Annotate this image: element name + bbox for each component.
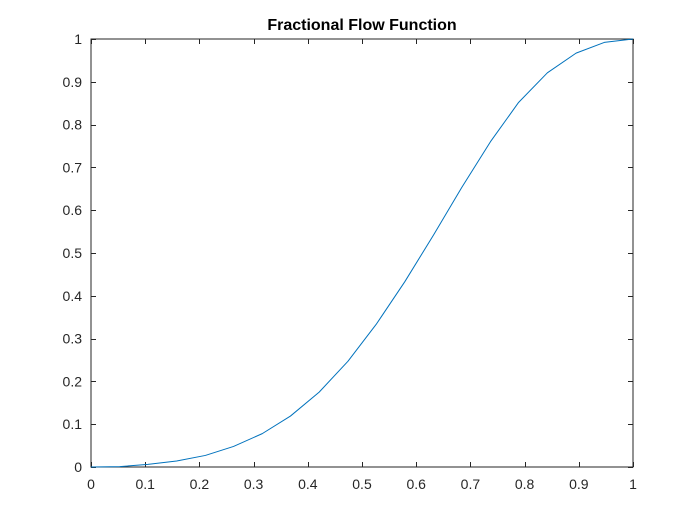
chart-title: Fractional Flow Function xyxy=(267,17,456,34)
x-axis: 0 0.1 0.2 0.3 0.4 0.5 0.6 0.7 0.8 0.9 1 xyxy=(87,39,637,492)
y-tick-label: 0.2 xyxy=(63,373,83,389)
x-tick-label: 0.7 xyxy=(461,476,481,492)
y-tick-label: 0.9 xyxy=(63,74,83,90)
x-tick-label: 1 xyxy=(629,476,637,492)
x-tick-label: 0.1 xyxy=(135,476,155,492)
x-tick-label: 0.9 xyxy=(569,476,589,492)
series-line xyxy=(90,38,634,468)
x-tick-label: 0.6 xyxy=(406,476,426,492)
plot-area xyxy=(90,38,634,468)
y-tick-label: 0.5 xyxy=(63,245,83,261)
y-axis: 0 0.1 0.2 0.3 0.4 0.5 0.6 0.7 0.8 0.9 1 xyxy=(63,31,633,475)
y-tick-label: 0.8 xyxy=(63,117,83,133)
x-tick-label: 0.8 xyxy=(515,476,535,492)
x-tick-label: 0.4 xyxy=(298,476,318,492)
y-tick-label: 0.7 xyxy=(63,159,83,175)
y-tick-label: 0 xyxy=(74,459,82,475)
y-tick-label: 0.3 xyxy=(63,331,83,347)
plot-box xyxy=(90,38,634,468)
series-group xyxy=(90,38,634,468)
y-tick-label: 0.6 xyxy=(63,202,83,218)
y-tick-label: 1 xyxy=(74,31,82,47)
x-tick-label: 0.3 xyxy=(244,476,264,492)
y-tick-label: 0.4 xyxy=(63,288,83,304)
y-tick-label: 0.1 xyxy=(63,416,83,432)
x-tick-label: 0.5 xyxy=(352,476,372,492)
x-tick-label: 0.2 xyxy=(190,476,210,492)
x-tick-label: 0 xyxy=(87,476,95,492)
